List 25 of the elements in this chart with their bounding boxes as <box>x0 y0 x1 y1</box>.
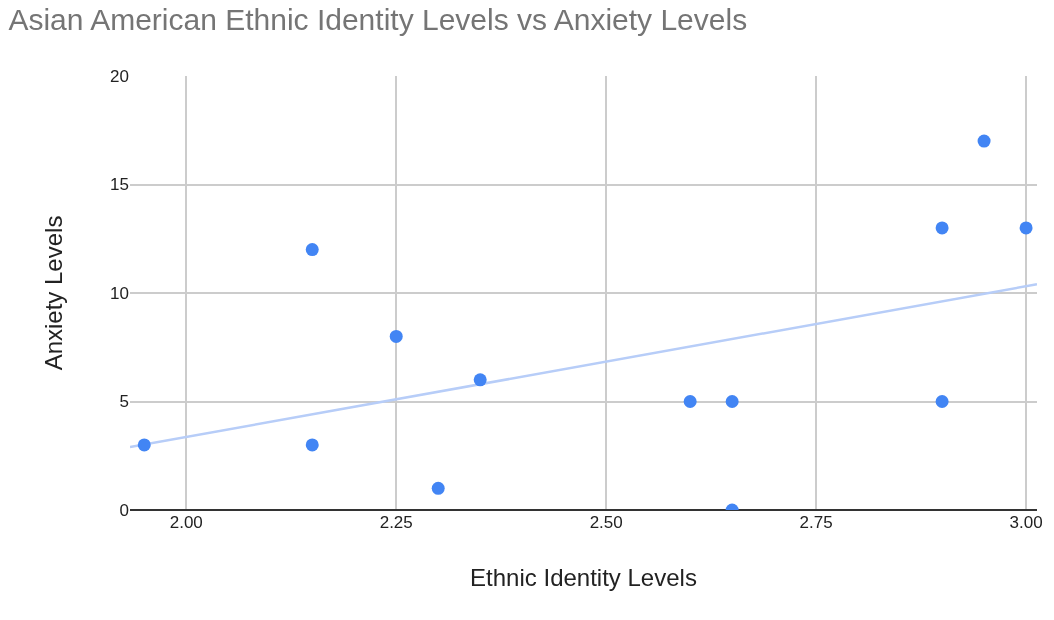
x-tick-label: 2.50 <box>589 513 623 532</box>
x-tick-label: 2.00 <box>169 513 203 532</box>
chart-title: Asian American Ethnic Identity Levels vs Anxiety Levels <box>8 3 748 37</box>
point <box>977 134 991 148</box>
point <box>935 221 949 235</box>
point <box>725 395 739 408</box>
x-tick-label: 2.25 <box>379 513 413 532</box>
y-tick-label: 5 <box>119 392 129 412</box>
point <box>1019 221 1033 235</box>
x-tick-label: 2.75 <box>799 513 833 532</box>
y-tick-label: 0 <box>119 500 129 520</box>
point <box>431 481 445 495</box>
y-tick-label: 10 <box>110 283 129 303</box>
x-tick-label: 3.00 <box>1009 513 1043 532</box>
y-tick-label: 20 <box>110 66 129 86</box>
point <box>935 395 949 408</box>
x-axis-title: Ethnic Identity Levels <box>470 564 697 592</box>
point <box>389 329 403 343</box>
point <box>305 438 319 452</box>
point <box>473 373 487 387</box>
y-axis-title: Anxiety Levels <box>40 215 68 371</box>
y-tick-label: 15 <box>110 175 129 195</box>
point <box>683 395 697 408</box>
point <box>137 438 151 452</box>
point <box>305 243 319 257</box>
